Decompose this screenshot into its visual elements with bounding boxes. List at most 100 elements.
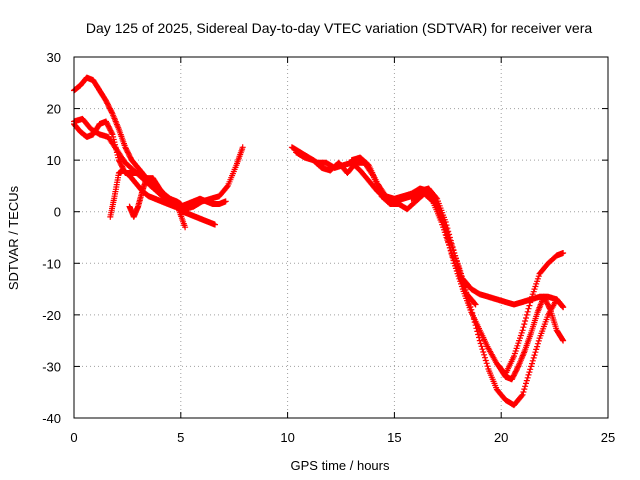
- data-point: [519, 327, 526, 334]
- data-point: [531, 352, 538, 359]
- series-track-9: [408, 190, 567, 409]
- x-tick-label: 5: [177, 430, 184, 445]
- y-tick-label: -20: [42, 308, 61, 323]
- data-point: [471, 319, 478, 326]
- data-point: [520, 389, 527, 395]
- series-track-3: [71, 115, 246, 213]
- data-point: [454, 261, 461, 268]
- y-tick-label: -40: [42, 411, 61, 426]
- data-point: [514, 364, 521, 371]
- data-point: [452, 255, 459, 262]
- data-point: [560, 337, 567, 344]
- data-point: [522, 383, 529, 390]
- data-point: [471, 300, 478, 307]
- data-point: [528, 363, 535, 370]
- data-point: [560, 304, 567, 311]
- data-point: [473, 325, 480, 332]
- data-point: [523, 380, 529, 387]
- data-point: [519, 391, 526, 398]
- data-point: [480, 349, 487, 355]
- data-point: [523, 315, 529, 321]
- data-point: [433, 199, 440, 206]
- x-tick-label: 0: [70, 430, 77, 445]
- data-point: [465, 298, 472, 305]
- data-point: [452, 252, 459, 259]
- series-track-4: [107, 167, 229, 220]
- data-point: [469, 309, 476, 316]
- series-track-5: [126, 175, 189, 231]
- data-point: [527, 299, 534, 306]
- series-track-10: [496, 293, 567, 383]
- data-point: [455, 264, 462, 271]
- y-tick-label: 30: [47, 50, 61, 65]
- data-point: [525, 305, 532, 312]
- data-point: [526, 369, 533, 376]
- data-point: [524, 308, 531, 315]
- data-point: [523, 311, 530, 318]
- data-point: [472, 301, 479, 308]
- data-point: [521, 386, 528, 393]
- data-point: [522, 318, 529, 324]
- y-tick-label: -10: [42, 256, 61, 271]
- data-point: [475, 331, 482, 338]
- data-point: [212, 221, 218, 228]
- data-point: [532, 349, 539, 356]
- data-point: [482, 357, 489, 364]
- data-point: [521, 321, 528, 328]
- axis-ticks: 0 5 10 15 20 25 -40 -30 -20 -10 0 10 20 30: [42, 50, 615, 445]
- data-point: [479, 346, 486, 353]
- x-axis-label: GPS time / hours: [291, 458, 390, 473]
- x-tick-label: 25: [601, 430, 615, 445]
- data-point: [529, 360, 535, 367]
- data-point: [462, 286, 469, 293]
- chart-title: Day 125 of 2025, Sidereal Day-to-day VTE…: [86, 20, 592, 36]
- data-point: [459, 278, 466, 285]
- x-tick-label: 20: [494, 430, 508, 445]
- data-point: [182, 224, 189, 231]
- data-point: [468, 306, 475, 313]
- data-point: [530, 354, 537, 361]
- y-axis-label: SDTVAR / TECUs: [6, 185, 21, 290]
- y-tick-label: -30: [42, 359, 61, 374]
- data-point: [560, 250, 567, 256]
- data-point: [478, 343, 485, 350]
- data-point: [223, 184, 230, 190]
- y-tick-label: 0: [54, 205, 61, 220]
- data-point: [472, 322, 479, 329]
- data-point: [529, 357, 536, 364]
- data-point: [453, 258, 460, 265]
- data-point: [534, 340, 541, 347]
- data-point: [527, 366, 534, 373]
- data-point: [524, 374, 531, 381]
- data-point: [535, 337, 542, 344]
- data-point: [476, 334, 482, 341]
- x-tick-label: 15: [387, 430, 401, 445]
- data-point: [239, 144, 246, 151]
- data-point: [477, 340, 484, 347]
- data-point: [458, 272, 464, 279]
- plot-frame: [73, 56, 609, 419]
- y-tick-label: 10: [47, 153, 61, 168]
- data-point: [520, 324, 527, 331]
- data-point: [458, 275, 465, 282]
- data-point: [476, 337, 483, 344]
- data-point: [484, 363, 491, 370]
- data-point: [474, 328, 481, 335]
- data-point: [464, 295, 471, 302]
- data-point: [533, 346, 540, 353]
- data-point: [470, 316, 477, 322]
- data-points: [71, 74, 567, 409]
- data-point: [456, 267, 463, 273]
- data-point: [481, 351, 488, 358]
- data-point: [451, 250, 458, 256]
- data-point: [461, 284, 468, 290]
- data-point: [534, 343, 541, 350]
- data-point: [483, 360, 490, 367]
- data-point: [460, 281, 467, 288]
- x-tick-label: 10: [280, 430, 294, 445]
- data-point: [467, 303, 474, 310]
- data-point: [470, 312, 476, 319]
- data-point: [466, 301, 473, 307]
